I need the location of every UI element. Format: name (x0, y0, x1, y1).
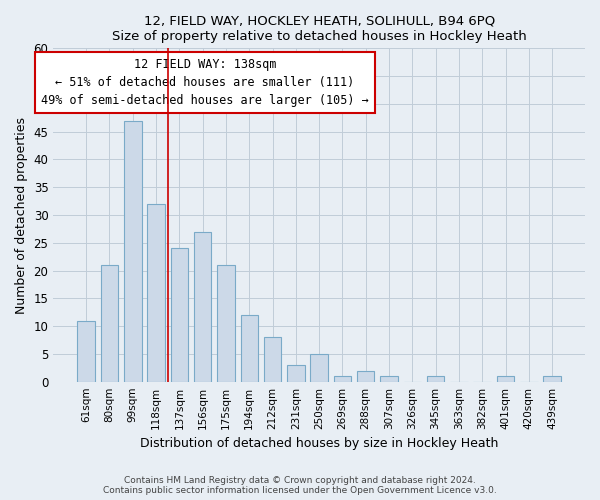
Bar (217, 265, 235, 382)
Bar (101, 265, 118, 382)
X-axis label: Distribution of detached houses by size in Hockley Heath: Distribution of detached houses by size … (140, 437, 499, 450)
Bar (264, 337, 281, 382)
Bar (427, 376, 445, 382)
Bar (310, 354, 328, 382)
Bar (357, 370, 374, 382)
Bar (194, 232, 211, 382)
Title: 12, FIELD WAY, HOCKLEY HEATH, SOLIHULL, B94 6PQ
Size of property relative to det: 12, FIELD WAY, HOCKLEY HEATH, SOLIHULL, … (112, 15, 527, 43)
Bar (497, 376, 514, 382)
Bar (241, 315, 258, 382)
Bar (544, 376, 561, 382)
Bar (77, 320, 95, 382)
Y-axis label: Number of detached properties: Number of detached properties (15, 116, 28, 314)
Bar (287, 365, 305, 382)
Bar (124, 120, 142, 382)
Bar (148, 204, 165, 382)
Bar (334, 376, 351, 382)
Text: 12 FIELD WAY: 138sqm
← 51% of detached houses are smaller (111)
49% of semi-deta: 12 FIELD WAY: 138sqm ← 51% of detached h… (41, 58, 369, 108)
Text: Contains HM Land Registry data © Crown copyright and database right 2024.
Contai: Contains HM Land Registry data © Crown c… (103, 476, 497, 495)
Bar (170, 248, 188, 382)
Bar (380, 376, 398, 382)
